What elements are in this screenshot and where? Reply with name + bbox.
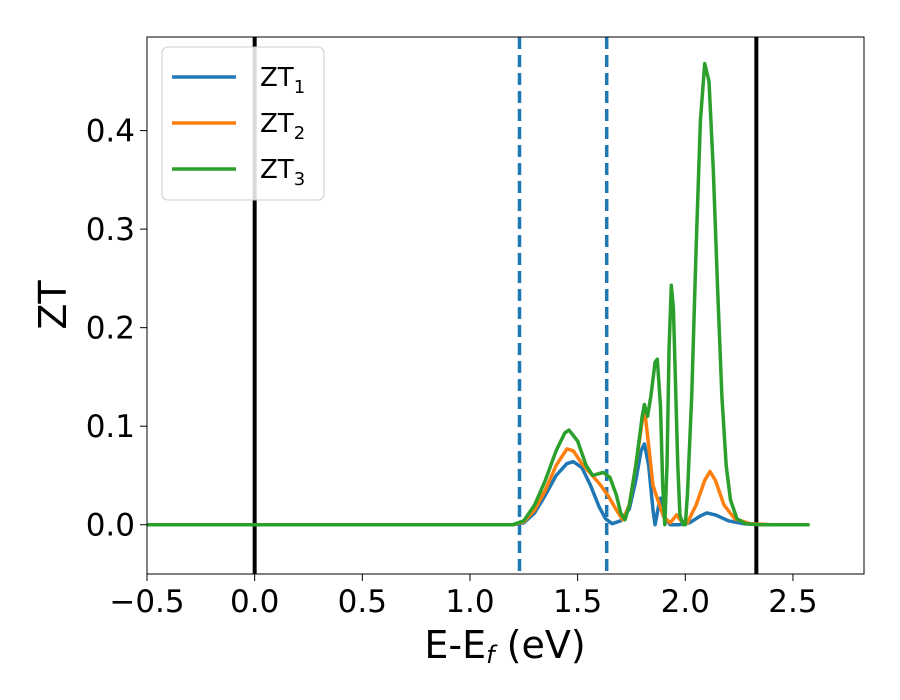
series-line-zt2 [147,409,810,527]
y-axis-ticks: 0.0 0.1 0.2 0.3 0.4 [86,114,147,544]
y-tick-label: 0.3 [86,212,135,248]
x-tick-label: −0.5 [109,584,184,620]
y-tick-label: 0.2 [86,311,135,347]
series-line-zt1 [147,442,810,527]
legend-label-zt2: ZT2 [260,109,305,144]
x-tick-label: 1.5 [553,584,602,620]
y-tick-label: 0.4 [86,114,135,150]
x-tick-label: 0.0 [230,584,279,620]
x-tick-label: 0.5 [338,584,387,620]
plot-frame [146,36,865,575]
legend-label-zt1: ZT1 [260,63,305,98]
legend-box [161,46,325,201]
series-line-zt3 [147,61,810,527]
y-tick-label: 0.0 [86,508,135,544]
x-tick-label: 2.5 [768,584,817,620]
x-tick-label: 1.0 [445,584,494,620]
reference-lines [252,37,759,574]
y-tick-label: 0.1 [86,409,135,445]
series-layer [147,61,810,527]
legend: ZT1 ZT2 ZT3 [161,46,325,201]
y-axis-label: ZT [31,280,75,330]
x-axis-label: E-Ef (eV) [424,623,585,669]
x-tick-label: 2.0 [661,584,710,620]
x-axis-ticks: −0.5 0.0 0.5 1.0 1.5 2.0 2.5 [109,574,818,620]
legend-label-zt3: ZT3 [260,155,305,190]
